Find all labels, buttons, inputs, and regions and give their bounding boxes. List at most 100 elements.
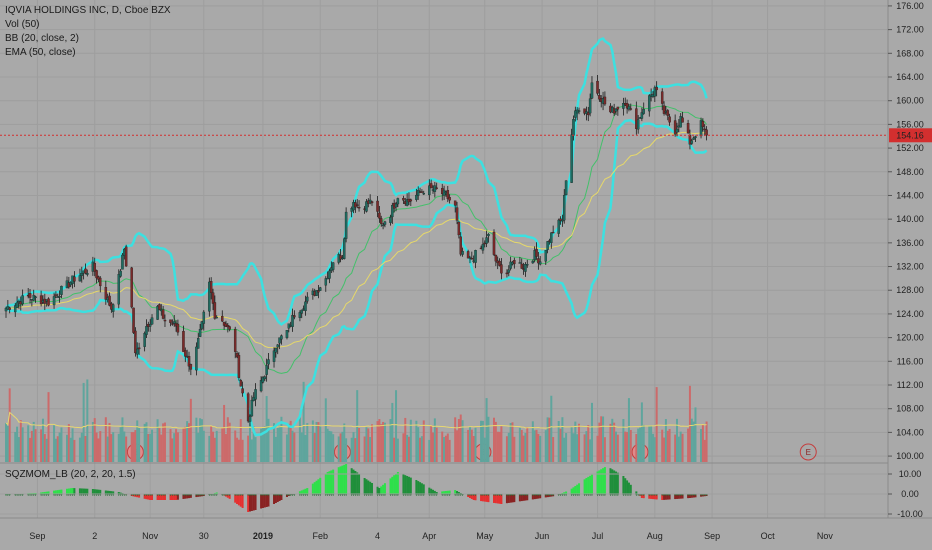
last-price-label: 154.16: [896, 130, 924, 140]
candle-193: [505, 269, 509, 278]
momentum-bar-27: [73, 488, 76, 494]
volume-bar-254: [663, 437, 666, 462]
candle-body-199: [520, 263, 523, 269]
candle-body-27: [73, 276, 76, 282]
candle-209: [546, 240, 549, 254]
volume-bar-245: [639, 427, 642, 462]
candle-164: [429, 179, 433, 189]
momentum-bar-105: [276, 494, 279, 502]
volume-bar-75: [199, 418, 202, 462]
candle-body-220: [574, 110, 577, 118]
momentum-bar-174: [456, 491, 459, 494]
momentum-bar-248: [648, 494, 651, 499]
volume-bar-204: [533, 430, 536, 462]
candle-101: [265, 358, 268, 382]
momentum-panel: 10.00 0.00 -10.00: [0, 464, 923, 519]
candle-body-207: [538, 261, 542, 265]
momentum-bar-159: [417, 481, 420, 494]
candle-body-242: [629, 108, 633, 110]
time-axis[interactable]: Sep 2 Nov 30 2019 Feb 4 Apr May Jun Jul Aug Sep Oct No…: [29, 531, 833, 541]
candle-178: [466, 249, 470, 259]
volume-bar-129: [339, 433, 342, 462]
momentum-bar-230: [600, 469, 603, 494]
momentum-bar-139: [365, 479, 368, 494]
volume-bar-96: [252, 426, 255, 462]
legend-symbol[interactable]: IQVIA HOLDINGS INC, D, Cboe BZX: [5, 5, 171, 16]
momentum-bar-183: [480, 494, 483, 502]
candle-body-186: [485, 237, 488, 244]
volume-bar-198: [518, 427, 521, 462]
candle-body-52: [137, 347, 141, 350]
volume-bar-230: [600, 416, 603, 462]
volume-bar-44: [119, 427, 122, 462]
volume-bar-26: [71, 428, 74, 462]
volume-bar-263: [687, 428, 690, 462]
candle-body-48: [130, 267, 133, 308]
volume-bar-223: [583, 434, 586, 462]
volume-bar-150: [393, 437, 396, 462]
momentum-bar-117: [306, 488, 309, 494]
volume-bar-181: [472, 435, 475, 462]
volume-bar-266: [692, 421, 695, 462]
candle-body-218: [570, 134, 573, 183]
volume-bar-142: [371, 424, 373, 462]
volume-bar-52: [138, 427, 141, 462]
candle-body-12: [34, 296, 37, 298]
momentum-bar-261: [679, 494, 682, 499]
volume-bar-121: [317, 422, 320, 462]
candle-body-132: [344, 211, 348, 239]
candle-body-92: [241, 388, 244, 394]
momentum-bar-94: [249, 494, 251, 512]
candle-243: [635, 101, 638, 135]
legend-volume[interactable]: Vol (50): [5, 19, 40, 30]
candle-body-99: [261, 377, 265, 383]
volume-bar-191: [498, 431, 501, 462]
volume-bar-184: [481, 420, 484, 462]
candle-151: [394, 201, 398, 212]
volume-bar-68: [182, 428, 185, 462]
volume-bar-259: [676, 418, 678, 462]
candle-225: [587, 106, 590, 122]
y-tick-label-14: 120.00: [896, 333, 924, 343]
volume-bar-119: [313, 432, 316, 462]
x-tick-label-10: Jul: [592, 531, 604, 541]
volume-bar-261: [679, 431, 682, 462]
x-tick-label-1: 2: [92, 531, 97, 541]
legend-bb[interactable]: BB (20, close, 2): [5, 33, 79, 44]
volume-bar-148: [389, 419, 392, 462]
candle-body-227: [590, 82, 594, 99]
volume-bar-195: [509, 422, 512, 462]
candle-22: [60, 285, 63, 299]
candle-228: [596, 74, 599, 96]
y-tick-label-4: 160.00: [896, 96, 924, 106]
legend-ema[interactable]: EMA (50, close): [5, 47, 76, 58]
candle-body-223: [583, 108, 586, 114]
momentum-legend[interactable]: SQZMOM_LB (20, 2, 20, 1.5): [5, 469, 136, 480]
x-tick-label-12: Sep: [704, 531, 720, 541]
volume-bar-236: [615, 431, 617, 462]
momentum-bar-121: [317, 479, 320, 494]
volume-bar-24: [67, 424, 70, 462]
candle-body-103: [272, 350, 276, 362]
momentum-bar-166: [433, 490, 436, 494]
volume-bar-21: [58, 432, 61, 462]
momentum-bar-42: [112, 491, 115, 494]
candle-44: [119, 269, 122, 278]
candle-body-248: [648, 95, 651, 112]
momentum-bar-222: [578, 483, 581, 494]
candle-body-63: [169, 319, 172, 323]
candle-body-69: [184, 350, 187, 357]
candle-body-71: [187, 356, 191, 367]
candle-body-54: [145, 326, 148, 335]
candle-body-225: [587, 112, 590, 116]
candle-body-42: [111, 304, 115, 312]
candle-73: [195, 342, 198, 376]
price-axis[interactable]: 176.00 172.00 168.00 164.00 160.00 156.00 152.…: [888, 1, 924, 461]
momentum-bar-142: [371, 483, 373, 494]
candle-83: [221, 310, 224, 322]
candle-body-4: [15, 302, 19, 308]
momentum-bar-21: [58, 489, 61, 494]
momentum-bar-104: [274, 494, 277, 503]
candle-117: [306, 292, 309, 304]
